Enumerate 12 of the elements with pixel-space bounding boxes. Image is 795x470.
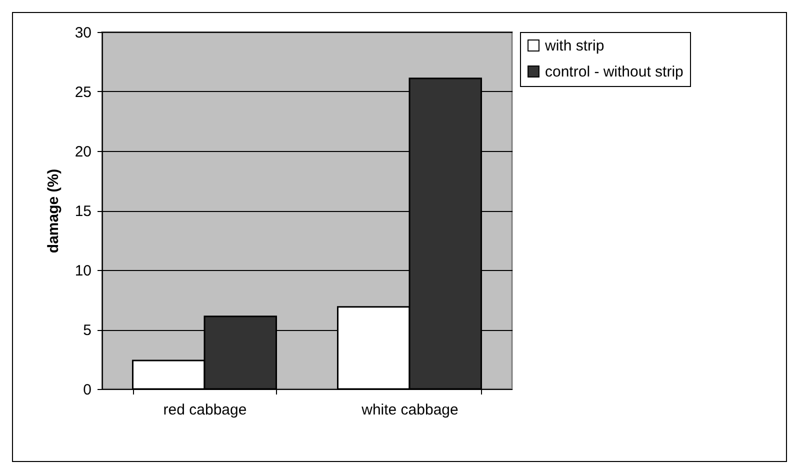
legend-label: with strip (544, 38, 604, 54)
y-tick-label: 10 (74, 262, 92, 280)
y-axis-title: damage (%) (44, 168, 62, 254)
y-tick-label: 25 (74, 84, 92, 101)
y-tick-label: 20 (74, 144, 92, 160)
legend-label: control - without strip (545, 64, 684, 80)
y-tick-label: 0 (83, 382, 92, 398)
y-tick-label: 30 (74, 24, 92, 42)
y-tick-label: 5 (83, 322, 92, 339)
x-tick-label: red cabbage (163, 402, 247, 418)
y-tick-label: 15 (74, 203, 92, 220)
x-tick-label: white cabbage (360, 402, 458, 418)
